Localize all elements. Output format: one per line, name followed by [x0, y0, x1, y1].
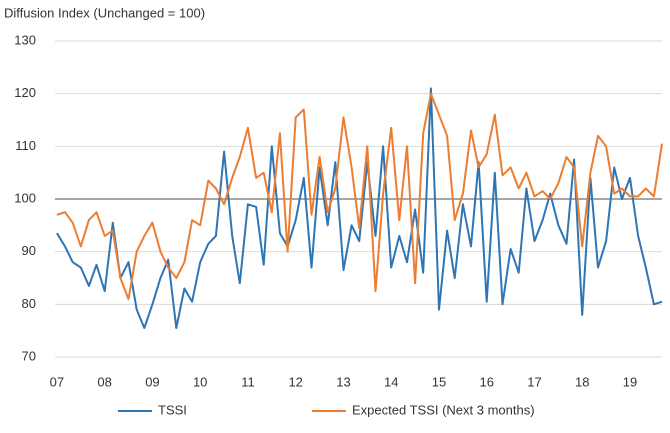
y-tick-label: 120 [14, 85, 36, 100]
y-tick-label: 80 [22, 296, 36, 311]
x-tick-label: 09 [145, 374, 159, 389]
x-tick-label: 13 [336, 374, 350, 389]
chart-title: Diffusion Index (Unchanged = 100) [4, 5, 205, 20]
y-tick-label: 100 [14, 190, 36, 205]
series-line [56, 92, 663, 301]
y-tick-label: 110 [15, 138, 36, 153]
x-tick-label: 08 [97, 374, 111, 389]
y-tick-label: 70 [22, 348, 36, 363]
x-tick-label: 19 [623, 374, 637, 389]
x-tick-label: 17 [527, 374, 541, 389]
series-line [56, 87, 663, 329]
x-tick-label: 07 [50, 374, 64, 389]
x-tick-label: 16 [479, 374, 493, 389]
x-tick-label: 15 [432, 374, 446, 389]
x-tick-label: 18 [575, 374, 589, 389]
legend-label: TSSI [158, 402, 187, 417]
x-tick-label: 11 [241, 374, 255, 389]
legend-label: Expected TSSI (Next 3 months) [352, 402, 535, 417]
x-tick-label: 12 [288, 374, 302, 389]
y-tick-label: 90 [22, 243, 36, 258]
x-tick-label: 10 [193, 374, 207, 389]
y-tick-label: 130 [14, 32, 36, 47]
x-tick-label: 14 [384, 374, 398, 389]
